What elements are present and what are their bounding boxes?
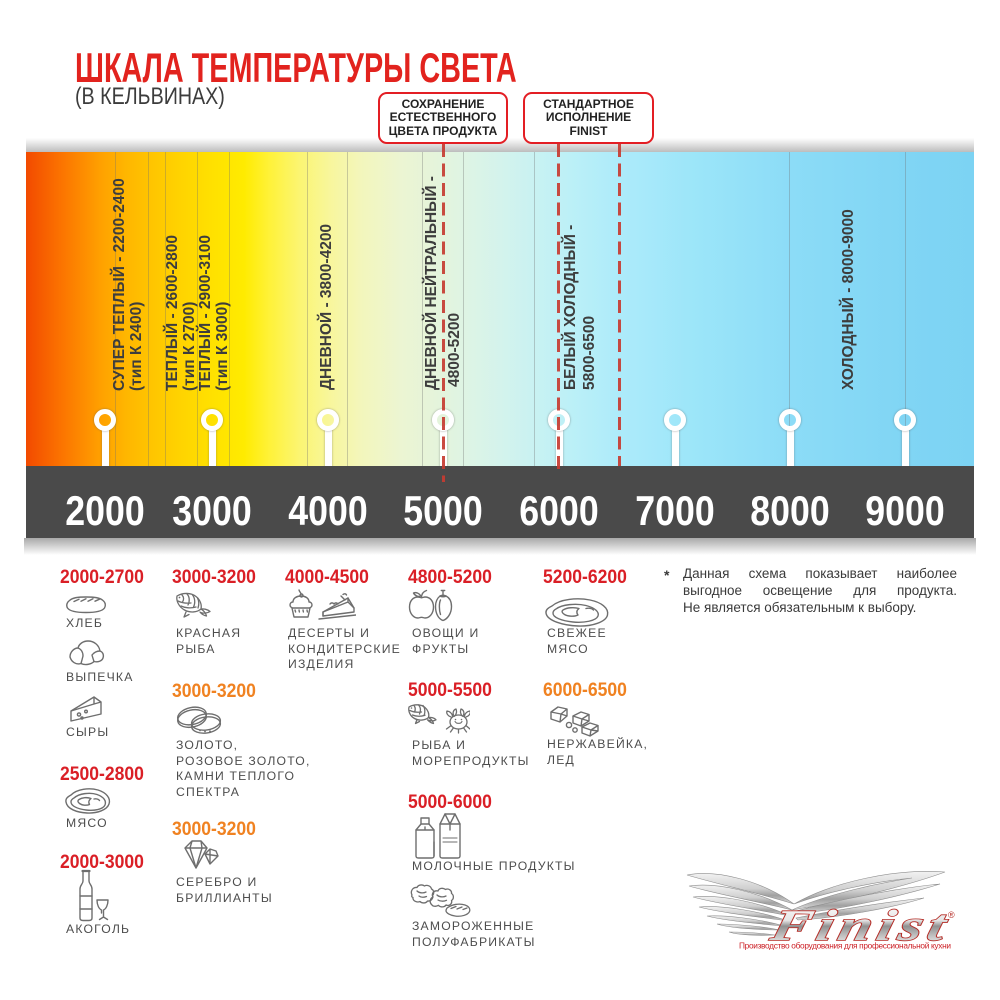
svg-text:®: ® [948, 910, 955, 920]
svg-text:Finist: Finist [765, 901, 957, 950]
svg-text:Производство оборудования для: Производство оборудования для профессион… [739, 941, 951, 951]
